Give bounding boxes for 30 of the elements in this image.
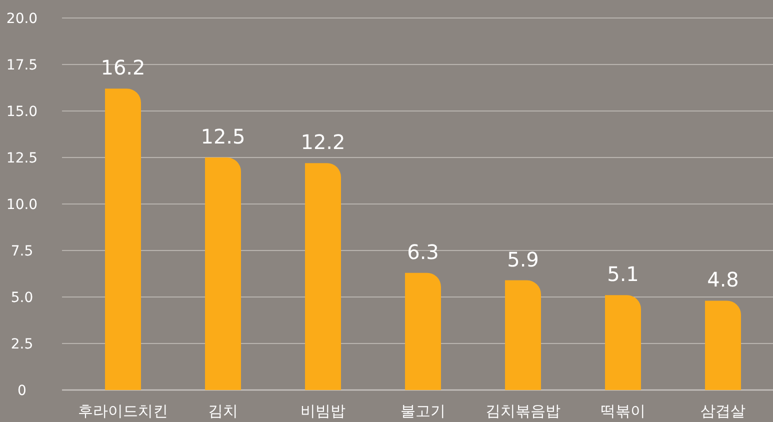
y-tick-label: 5.0: [10, 290, 34, 306]
data-label: 5.1: [607, 262, 639, 286]
bar: [705, 300, 741, 390]
x-tick-label: 김치: [208, 402, 238, 420]
x-tick-label: 삼겹살: [700, 402, 746, 420]
y-tick-label: 12.5: [6, 150, 38, 166]
data-label: 12.5: [200, 124, 246, 148]
bar: [605, 295, 641, 390]
data-label: 5.9: [507, 247, 539, 272]
y-tick-label: 7.5: [10, 243, 34, 260]
bar: [505, 280, 541, 390]
data-label: 6.3: [407, 240, 439, 264]
bar: [105, 88, 141, 390]
y-tick-label: 20.0: [6, 10, 38, 27]
y-tick-label: 17.5: [6, 57, 38, 74]
y-tick-label: 0: [18, 382, 26, 399]
y-tick-label: 2.5: [10, 336, 34, 352]
x-tick-label: 비빔밥: [300, 402, 346, 420]
y-tick-label: 10.0: [6, 196, 38, 213]
data-label: 12.2: [300, 130, 346, 154]
bar: [305, 163, 341, 390]
x-tick-label: 김치볶음밥: [486, 402, 560, 420]
bar: [205, 158, 241, 390]
data-label: 16.2: [100, 56, 146, 80]
x-tick-label: 떡볶이: [600, 402, 646, 420]
x-tick-label: 불고기: [400, 402, 446, 420]
bar: [405, 272, 441, 390]
y-tick-label: 15.0: [6, 104, 38, 120]
data-label: 4.8: [707, 268, 739, 292]
x-tick-label: 후라이드치킨: [78, 402, 168, 420]
